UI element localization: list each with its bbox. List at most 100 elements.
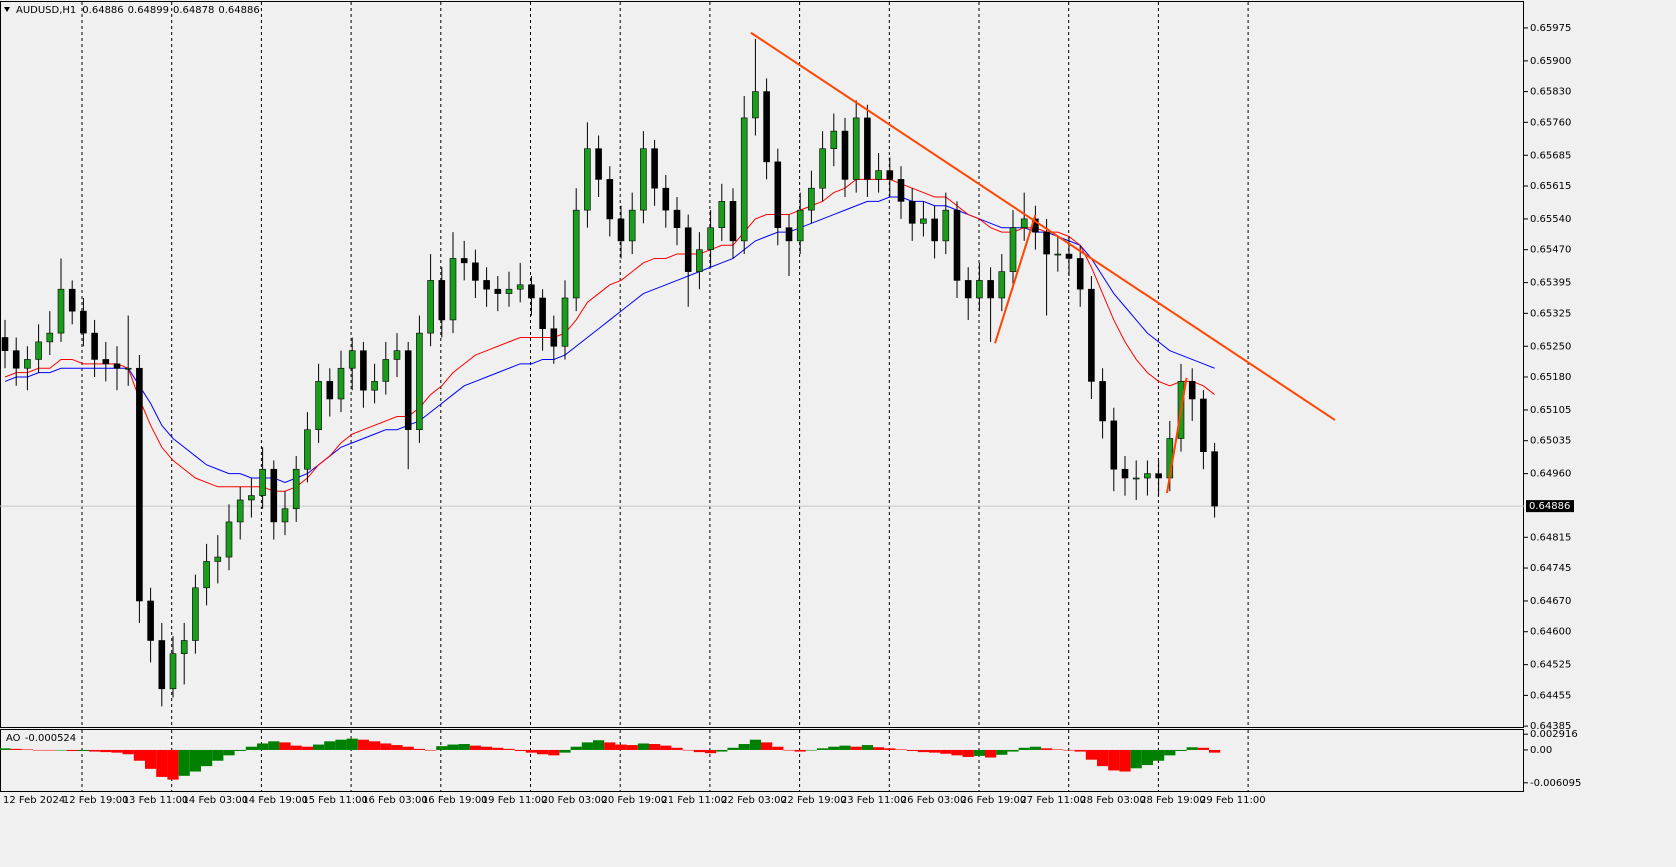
ao-bar bbox=[1063, 749, 1075, 751]
candle-body bbox=[270, 468, 278, 523]
ao-bar bbox=[917, 749, 929, 753]
y-tick-label: 0.65325 bbox=[1530, 308, 1571, 319]
candle-body bbox=[472, 262, 479, 281]
x-tick-label: 21 Feb 11:00 bbox=[661, 795, 727, 806]
last-price-label: 0.64886 bbox=[1529, 501, 1570, 512]
candle-body bbox=[292, 468, 300, 510]
y-tick-label: 0.64745 bbox=[1530, 563, 1571, 574]
ao-bar bbox=[514, 749, 526, 752]
ao-bar bbox=[525, 749, 537, 753]
ao-bar bbox=[626, 745, 638, 750]
ao-bar bbox=[55, 749, 67, 751]
ao-bar bbox=[335, 739, 347, 750]
candle-body bbox=[382, 359, 390, 382]
y-tick-label: 0.65975 bbox=[1530, 23, 1571, 34]
candle-body bbox=[136, 367, 143, 602]
candle-body bbox=[1144, 473, 1151, 479]
ao-bar bbox=[0, 748, 11, 750]
candle-body bbox=[180, 640, 188, 654]
ao-bar bbox=[906, 749, 918, 752]
candle-body bbox=[976, 280, 983, 299]
candle-body bbox=[124, 367, 132, 370]
y-tick-label: 0.65685 bbox=[1530, 150, 1571, 161]
ao-bar bbox=[111, 749, 123, 753]
ao-bar bbox=[1130, 749, 1142, 769]
ao-bar bbox=[637, 743, 649, 750]
y-tick-label: 0.002916 bbox=[1530, 729, 1578, 740]
candle-body bbox=[449, 258, 457, 321]
candle-body bbox=[192, 587, 199, 641]
candle-body bbox=[304, 429, 311, 470]
ao-bar bbox=[593, 740, 605, 750]
ao-bar bbox=[985, 749, 997, 758]
ao-bar bbox=[581, 742, 593, 750]
ao-bar bbox=[301, 746, 313, 750]
candle-body bbox=[1020, 218, 1028, 229]
ao-bar bbox=[425, 749, 437, 751]
candle-body bbox=[259, 468, 266, 496]
ao-bar bbox=[380, 743, 392, 750]
ao-bar bbox=[33, 749, 45, 751]
candle-body bbox=[852, 117, 860, 180]
trend-line bbox=[994, 214, 1037, 344]
y-tick-label: 0.64525 bbox=[1530, 660, 1571, 671]
candle-body bbox=[348, 350, 356, 369]
y-tick-label: -0.006095 bbox=[1530, 778, 1581, 789]
candle-body bbox=[740, 117, 748, 242]
candle-body bbox=[68, 288, 76, 312]
ao-bar bbox=[1097, 749, 1109, 767]
candle-body bbox=[1155, 473, 1162, 479]
candle-body bbox=[1076, 258, 1084, 290]
candle-body bbox=[214, 556, 222, 562]
ao-bar bbox=[77, 749, 89, 752]
y-tick-label: 0.65395 bbox=[1530, 278, 1571, 289]
x-tick-label: 20 Feb 03:00 bbox=[542, 795, 608, 806]
ao-name: AO bbox=[6, 733, 21, 744]
ao-bar bbox=[66, 749, 78, 752]
x-tick-label: 26 Feb 03:00 bbox=[901, 795, 967, 806]
ao-bar bbox=[884, 748, 896, 750]
candle-body bbox=[550, 328, 558, 347]
y-tick-label: 0.65540 bbox=[1530, 214, 1571, 225]
candle-body bbox=[684, 227, 692, 272]
ao-bar bbox=[1041, 748, 1053, 750]
candle-body bbox=[483, 280, 490, 290]
ao-bar bbox=[873, 747, 885, 750]
candle-body bbox=[371, 381, 378, 391]
y-tick-label: 0.64960 bbox=[1530, 469, 1571, 480]
ao-bar bbox=[279, 742, 291, 750]
y-tick-label: 0.65470 bbox=[1530, 245, 1571, 256]
ao-bar bbox=[201, 749, 213, 767]
candle-body bbox=[987, 280, 994, 299]
ao-bar bbox=[21, 749, 33, 750]
ao-bar bbox=[436, 746, 448, 750]
x-tick-label: 13 Feb 11:00 bbox=[123, 795, 189, 806]
candle-body bbox=[46, 332, 54, 343]
candle-body bbox=[539, 297, 546, 330]
ao-bar bbox=[649, 744, 661, 750]
ao-bar bbox=[693, 749, 705, 753]
ao-bar bbox=[895, 749, 907, 750]
x-tick-label: 14 Feb 03:00 bbox=[183, 795, 249, 806]
ao-bar bbox=[671, 747, 683, 750]
ao-bar bbox=[783, 749, 795, 751]
x-tick-label: 22 Feb 03:00 bbox=[721, 795, 787, 806]
ao-bar bbox=[413, 748, 425, 750]
ao-bar bbox=[973, 749, 985, 756]
ao-bar bbox=[223, 749, 235, 756]
ao-bar bbox=[44, 749, 56, 751]
ao-bar bbox=[89, 749, 101, 752]
candle-body bbox=[897, 179, 905, 202]
candle-body bbox=[12, 350, 20, 369]
candle-body bbox=[808, 187, 815, 211]
ao-bar bbox=[178, 749, 190, 776]
header-open: 0.64886 bbox=[82, 5, 123, 16]
candle-body bbox=[1200, 398, 1207, 452]
menu-triangle[interactable] bbox=[4, 7, 10, 12]
candle-body bbox=[248, 495, 255, 501]
candle-body bbox=[841, 130, 849, 180]
candle-body bbox=[158, 640, 166, 690]
candle-body bbox=[1054, 253, 1062, 256]
candle-body bbox=[785, 227, 793, 242]
x-tick-label: 20 Feb 19:00 bbox=[602, 795, 668, 806]
